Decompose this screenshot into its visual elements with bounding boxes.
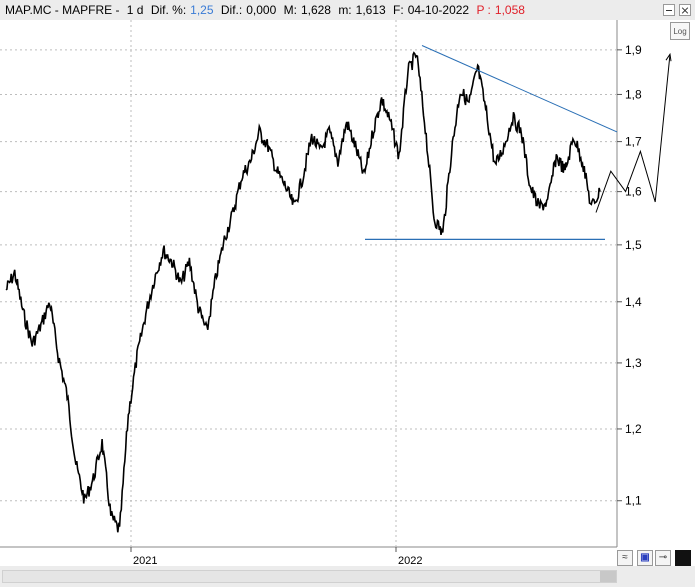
price-value: 1,058 — [494, 3, 525, 17]
y-tick-label: 1,4 — [625, 295, 642, 309]
pin-icon[interactable]: ⊸ — [655, 550, 671, 566]
y-tick-label: 1,1 — [625, 494, 642, 508]
log-scale-button[interactable]: Log — [670, 22, 690, 40]
color-swatch-button[interactable] — [675, 550, 691, 566]
y-tick-label: 1,9 — [625, 43, 642, 57]
resistance-trendline — [421, 45, 618, 133]
close-button[interactable] — [679, 4, 691, 16]
price-series-line — [5, 51, 601, 533]
chart-area[interactable]: 1,9 1,8 1,7 1,6 1,5 1,4 1,3 1,2 1,1 2021 2022 — [0, 20, 695, 587]
dif-pct-value: 1,25 — [190, 3, 214, 17]
symbol-label: MAP.MC - MAPFRE - — [5, 3, 120, 17]
interval-label: 1 d — [126, 3, 144, 17]
dif-label: Dif.: — [220, 3, 243, 17]
price-label: P : — [476, 3, 491, 17]
y-tick-label: 1,7 — [625, 135, 642, 149]
min-value: 1,613 — [355, 3, 386, 17]
max-label: M: — [283, 3, 297, 17]
dif-value: 0,000 — [246, 3, 277, 17]
max-value: 1,628 — [300, 3, 331, 17]
x-tick-label: 2022 — [398, 555, 422, 567]
y-tick-label: 1,5 — [625, 238, 642, 252]
y-tick-label: 1,8 — [625, 87, 642, 101]
chart-header: MAP.MC - MAPFRE - 1 d Dif. %: 1,25 Dif.: 0… — [0, 0, 695, 20]
y-tick-label: 1,2 — [625, 422, 642, 436]
window-controls — [663, 4, 691, 16]
y-tick-label: 1,6 — [625, 185, 642, 199]
minimize-button[interactable] — [663, 4, 675, 16]
dif-pct-label: Dif. %: — [150, 3, 187, 17]
bottom-bar — [0, 566, 695, 587]
date-value: 04-10-2022 — [407, 3, 470, 17]
price-chart[interactable]: 1,9 1,8 1,7 1,6 1,5 1,4 1,3 1,2 1,1 2021 2022 — [0, 20, 695, 567]
projection-arrow-icon — [665, 52, 672, 62]
min-label: m: — [338, 3, 352, 17]
projection-line — [595, 54, 671, 213]
y-tick-label: 1,3 — [625, 356, 642, 370]
save-icon[interactable]: ▣ — [637, 550, 653, 566]
x-tick-label: 2021 — [133, 555, 157, 567]
scrollbar-thumb[interactable] — [600, 571, 616, 582]
horizontal-scrollbar[interactable] — [2, 570, 617, 583]
zoom-icon[interactable]: ≈ — [617, 550, 633, 566]
date-label: F: — [393, 3, 404, 17]
